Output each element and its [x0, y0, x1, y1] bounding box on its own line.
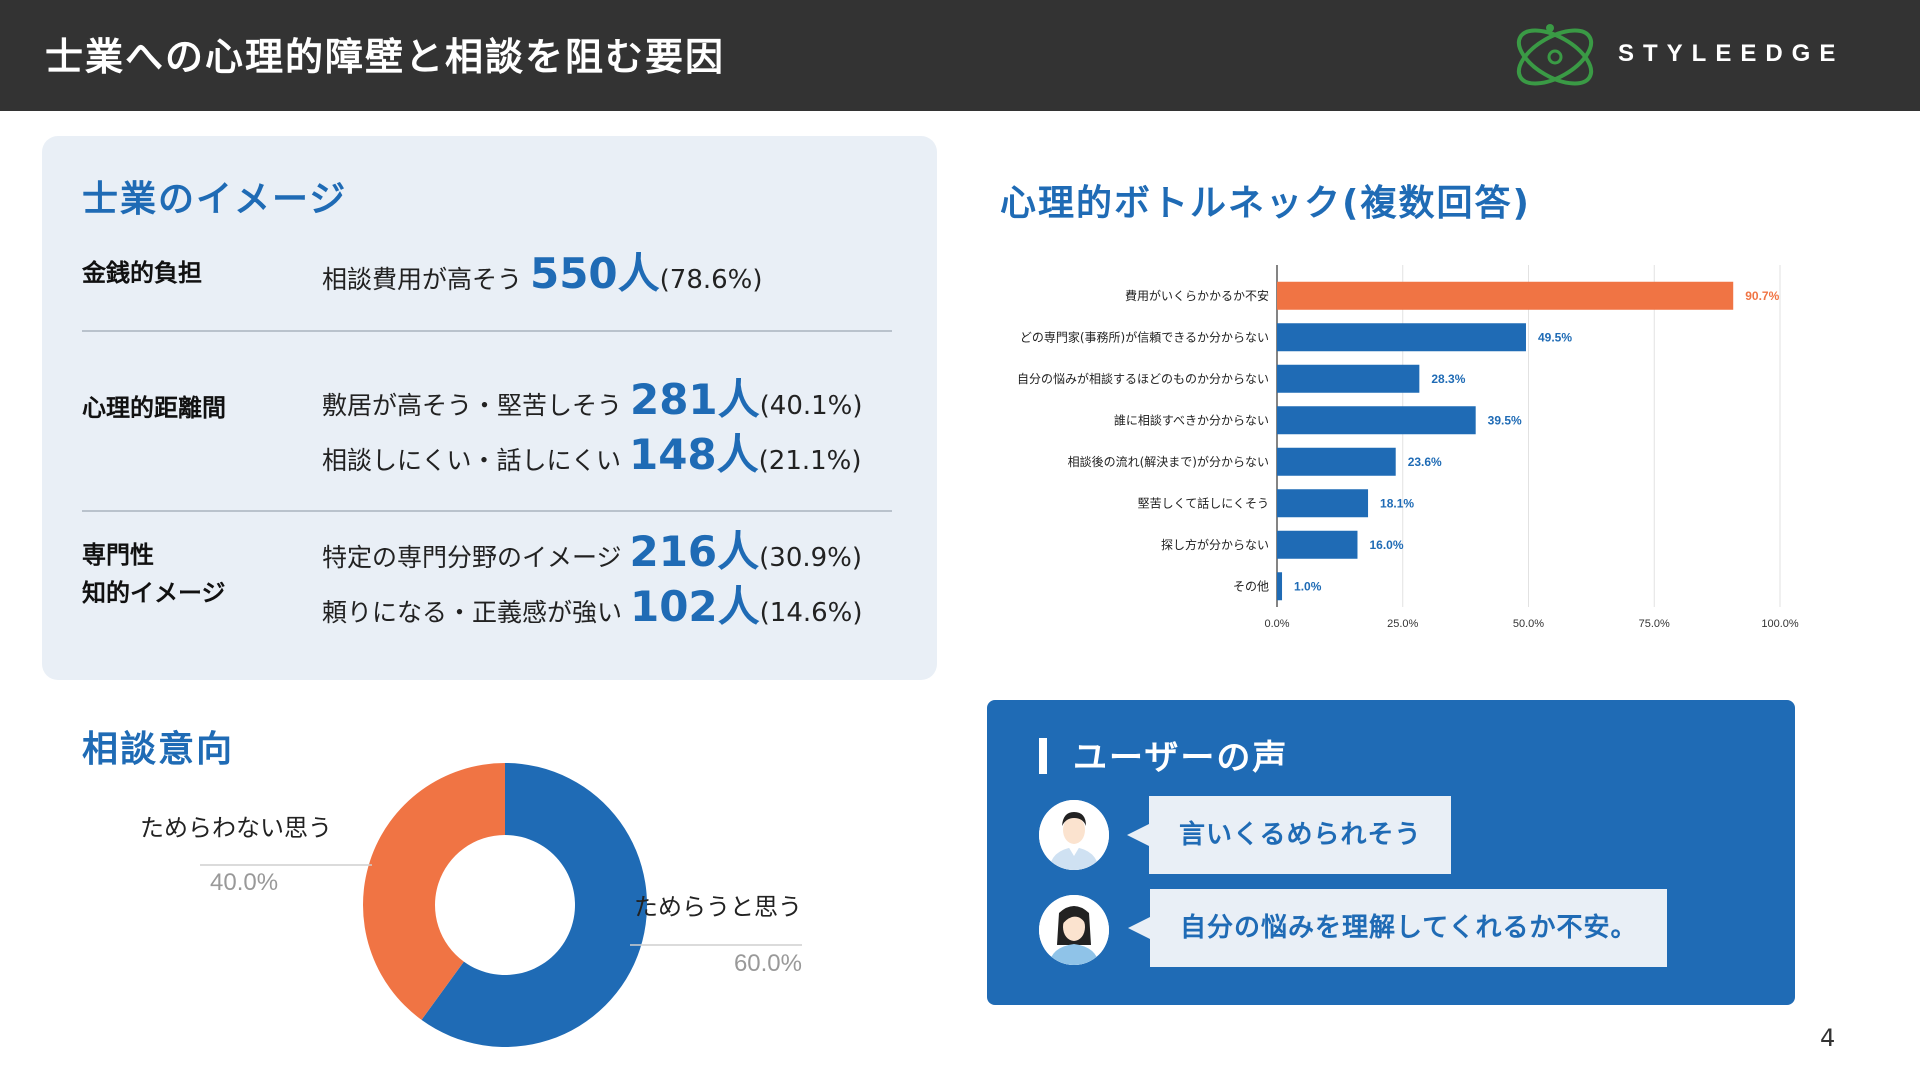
voice-title: ユーザーの声 [1073, 738, 1289, 778]
image-section-panel: 士業のイメージ 金銭的負担 相談費用が高そう 550人(78.6%) 心理的距離… [42, 136, 937, 680]
image-item-pct: (30.9%) [759, 543, 863, 573]
row-label-expertise: 専門性 知的イメージ [82, 536, 226, 612]
category-label: 堅苦しくて話しにくそう [1138, 495, 1269, 510]
image-item-count: 148人 [628, 430, 759, 479]
x-tick-label: 50.0% [1513, 618, 1544, 630]
bar [1277, 447, 1396, 476]
category-label: 誰に相談すべきか分からない [1114, 412, 1269, 427]
bar-chart: 0.0% 25.0% 50.0% 75.0% 100.0% 費用がいくらかかるか不安 90.… [1017, 265, 1799, 630]
image-section-title: 士業のイメージ [82, 179, 348, 220]
image-item-count: 216人 [629, 527, 760, 576]
row-label-line: 専門性 [82, 541, 154, 569]
image-item: 特定の専門分野のイメージ 216人(30.9%) [322, 518, 862, 579]
bar [1277, 364, 1420, 393]
slice-value-label: 60.0% [734, 950, 802, 977]
woman-avatar-icon [1039, 895, 1109, 965]
image-item-pct: (40.1%) [759, 391, 863, 421]
slice-label: ためらうと思う [634, 893, 802, 921]
image-item-text: 特定の専門分野のイメージ [322, 543, 622, 572]
image-item-text: 相談費用が高そう [322, 265, 523, 294]
page-number: 4 [1820, 1024, 1836, 1052]
data-label: 49.5% [1538, 330, 1572, 344]
divider [82, 330, 892, 332]
bar [1277, 489, 1369, 518]
bar [1277, 406, 1476, 435]
donut-slice [363, 763, 505, 1020]
styleedge-logo-icon [1516, 24, 1594, 86]
logo-text: STYLEEDGE [1618, 40, 1845, 67]
man-avatar-icon [1039, 800, 1109, 870]
donut-chart: ためらうと思う 60.0% ためらわない思う 40.0% [140, 763, 802, 1047]
bar-chart-title: 心理的ボトルネック(複数回答) [1000, 183, 1531, 224]
donut-slice [421, 763, 648, 1047]
category-label: 探し方が分からない [1161, 537, 1269, 552]
image-item-text: 頼りになる・正義感が強い [322, 598, 623, 627]
image-item: 相談しにくい・話しにくい 148人(21.1%) [322, 421, 862, 482]
image-item: 頼りになる・正義感が強い 102人(14.6%) [322, 573, 863, 634]
x-tick-label: 25.0% [1387, 618, 1418, 630]
data-label: 16.0% [1369, 538, 1403, 552]
row-label-line: 心理的距離間 [82, 394, 226, 422]
image-item: 相談費用が高そう 550人(78.6%) [322, 240, 763, 301]
image-item-pct: (14.6%) [759, 598, 863, 628]
x-tick-label: 0.0% [1264, 618, 1289, 630]
voice-title-accent [1039, 738, 1047, 774]
image-item-count: 550人 [529, 249, 660, 298]
category-label: どの専門家(事務所)が信頼できるか分からない [1020, 329, 1269, 344]
voice-bubble: 自分の悩みを理解してくれるか不安。 [1127, 889, 1668, 967]
slice-value-label: 40.0% [210, 869, 278, 896]
category-label: その他 [1233, 579, 1269, 593]
data-label: 1.0% [1294, 579, 1322, 593]
image-item-count: 102人 [629, 582, 760, 631]
image-item-pct: (78.6%) [659, 265, 763, 295]
data-label: 18.1% [1380, 496, 1414, 510]
category-label: 自分の悩みが相談するほどのものか分からない [1017, 371, 1269, 386]
header: 士業への心理的障壁と相談を阻む要因 STYLEEDGE [0, 0, 1920, 111]
image-item-text: 相談しにくい・話しにくい [322, 446, 622, 475]
voice-bubble: 言いくるめられそう [1126, 796, 1452, 874]
category-label: 相談後の流れ(解決まで)が分からない [1068, 454, 1269, 469]
donut-chart-title: 相談意向 [82, 729, 235, 770]
row-label-line: 金銭的負担 [82, 259, 202, 287]
row-label-line: 知的イメージ [82, 579, 226, 607]
data-label: 23.6% [1408, 455, 1442, 469]
image-item: 敷居が高そう・堅苦しそう 281人(40.1%) [322, 366, 863, 427]
bar [1277, 323, 1526, 352]
data-label: 90.7% [1745, 289, 1779, 303]
data-label: 39.5% [1488, 413, 1522, 427]
x-tick-label: 75.0% [1639, 618, 1670, 630]
image-item-pct: (21.1%) [758, 446, 862, 476]
data-label: 28.3% [1431, 372, 1465, 386]
user-voice-panel: ユーザーの声 言いくるめられそう 自分の悩みを理解してくれるか不安。 [987, 700, 1795, 1005]
category-label: 費用がいくらかかるか不安 [1125, 288, 1269, 303]
divider [82, 510, 892, 512]
slice-label: ためらわない思う [140, 814, 332, 842]
image-item-count: 281人 [629, 375, 760, 424]
page-title: 士業への心理的障壁と相談を阻む要因 [45, 35, 726, 79]
x-tick-label: 100.0% [1761, 618, 1799, 630]
bar [1277, 572, 1283, 601]
image-item-text: 敷居が高そう・堅苦しそう [322, 391, 623, 420]
row-label-distance: 心理的距離間 [82, 389, 226, 427]
bar [1277, 530, 1358, 559]
bar [1277, 281, 1734, 310]
row-label-cost: 金銭的負担 [82, 254, 202, 292]
